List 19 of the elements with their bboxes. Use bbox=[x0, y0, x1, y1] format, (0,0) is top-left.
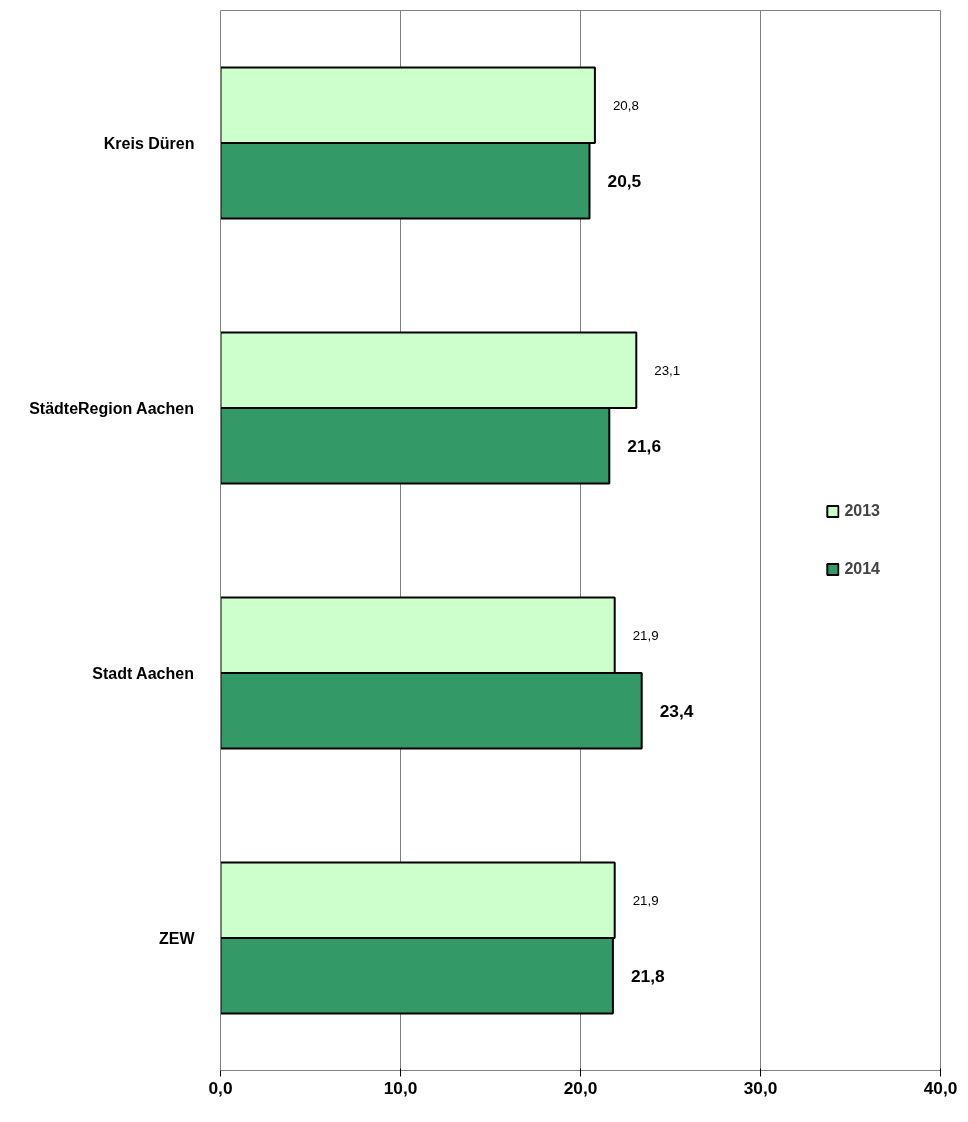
y-tick-label: Stadt Aachen bbox=[92, 664, 194, 682]
legend-label: 2014 bbox=[844, 560, 880, 578]
data-label: 23,4 bbox=[659, 700, 694, 721]
data-label: 21,6 bbox=[627, 435, 662, 456]
x-tick-label: 30,0 bbox=[743, 1077, 778, 1098]
data-label: 20,8 bbox=[612, 97, 639, 113]
x-tick-label: 20,0 bbox=[563, 1077, 598, 1098]
y-tick-label: Kreis Düren bbox=[103, 134, 195, 152]
x-tick-label: 10,0 bbox=[383, 1077, 418, 1098]
data-label: 21,9 bbox=[632, 627, 659, 643]
x-tick-label: 0,0 bbox=[208, 1077, 233, 1098]
data-label: 21,8 bbox=[630, 965, 665, 986]
legend-label: 2013 bbox=[844, 502, 880, 520]
data-label: 23,1 bbox=[654, 362, 681, 378]
x-tick-label: 40,0 bbox=[923, 1077, 958, 1098]
y-tick-label: StädteRegion Aachen bbox=[29, 399, 194, 417]
data-label: 20,5 bbox=[607, 170, 642, 191]
data-label: 21,9 bbox=[632, 892, 659, 908]
y-tick-label: ZEW bbox=[158, 929, 196, 947]
